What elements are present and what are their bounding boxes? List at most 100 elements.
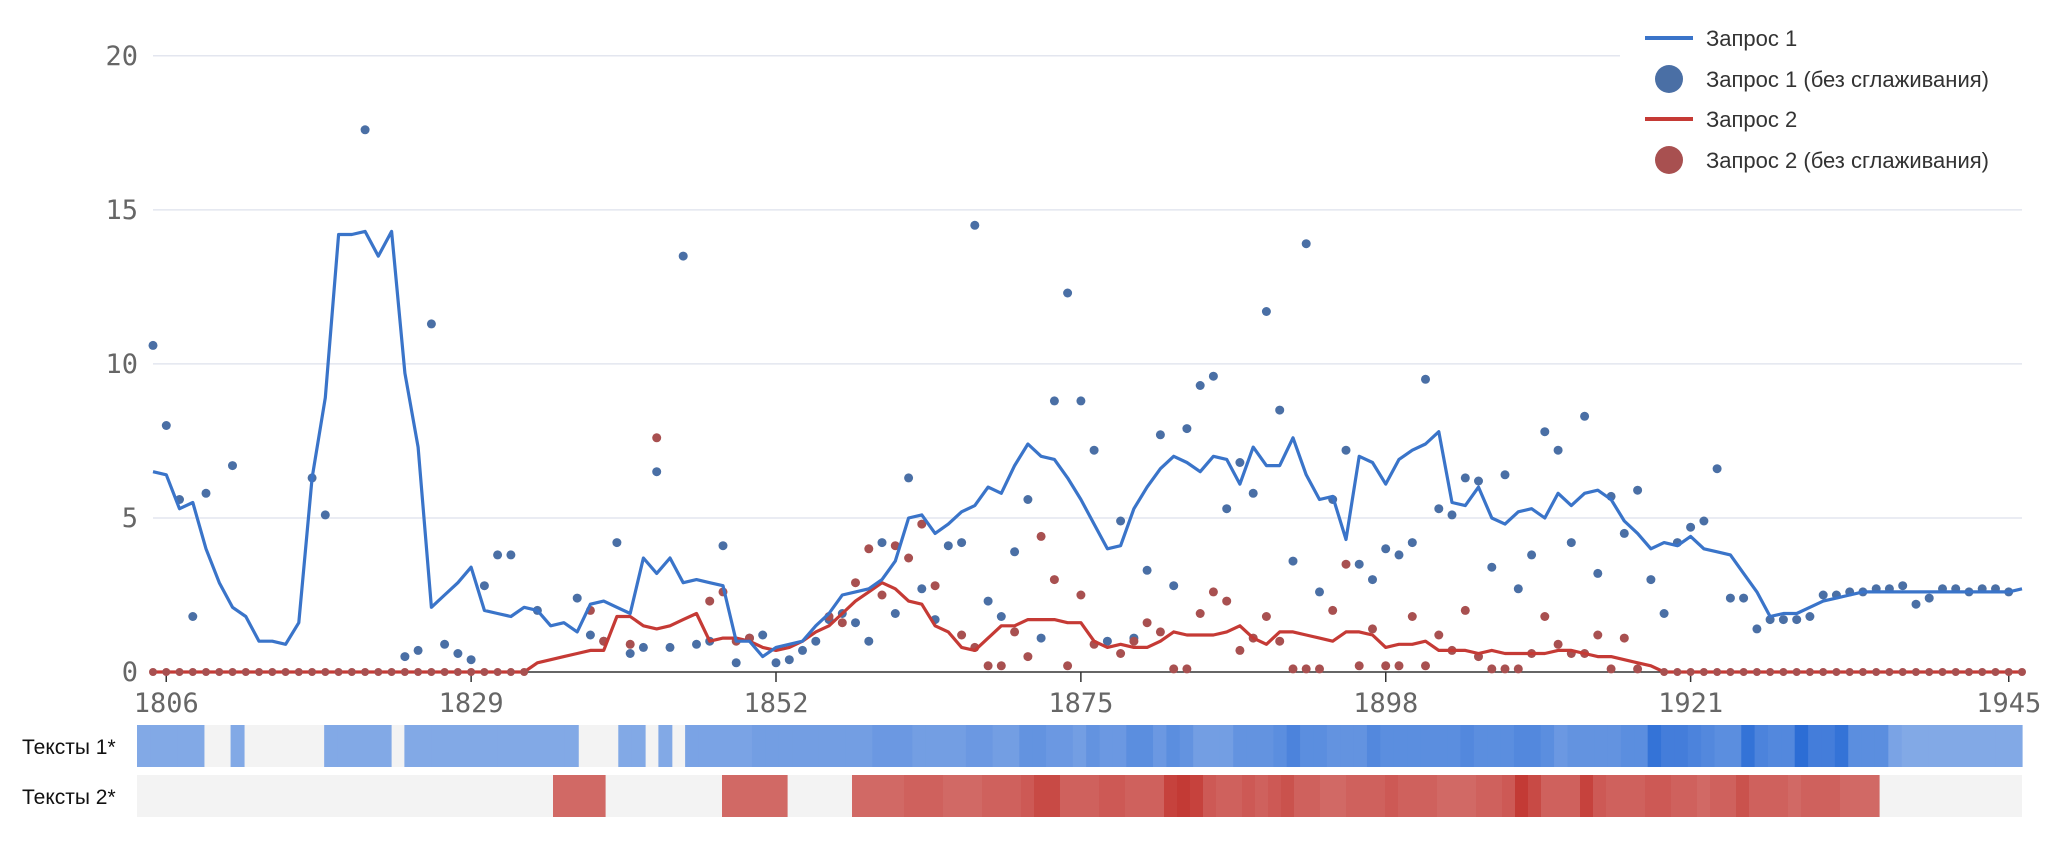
series-point-zapros-2-baseline [347, 668, 356, 676]
series-point-zapros-1 [1010, 547, 1020, 557]
strip-cell [658, 725, 673, 767]
strip-cell [1767, 725, 1782, 767]
strip-cell [1398, 775, 1412, 817]
series-point-zapros-2 [1301, 664, 1311, 674]
series-point-zapros-1 [1182, 424, 1192, 434]
series-point-zapros-2 [1023, 652, 1033, 662]
series-point-zapros-1 [811, 636, 821, 646]
series-point-zapros-1 [1421, 374, 1430, 384]
strip-cell [1827, 775, 1841, 817]
strip-cell [1177, 775, 1191, 817]
series-point-zapros-2-baseline [1739, 668, 1748, 676]
series-point-zapros-2 [864, 544, 874, 554]
series-point-zapros-2 [930, 581, 940, 591]
series-point-zapros-1 [1155, 430, 1165, 440]
series-point-zapros-2-baseline [308, 668, 317, 676]
strip-cell [190, 725, 205, 767]
series-point-zapros-1 [1487, 562, 1497, 572]
series-point-zapros-2 [1182, 664, 1192, 674]
legend-entry-1[interactable]: Запрос 1 [1645, 26, 1797, 51]
strip-cell [337, 725, 352, 767]
strip-cell [1727, 725, 1742, 767]
series-point-zapros-1 [1394, 550, 1404, 560]
series-point-zapros-2 [1169, 664, 1179, 674]
series-point-zapros-2-baseline [1964, 668, 1973, 676]
series-point-zapros-1 [1023, 495, 1033, 504]
strip-cell [774, 775, 788, 817]
strip-cell [1941, 725, 1956, 767]
series-point-zapros-1 [1686, 522, 1696, 532]
strip-cell [1294, 775, 1308, 817]
strip-cell [1848, 725, 1863, 767]
strip-cell [553, 775, 567, 817]
y-tick-label: 5 [122, 503, 138, 534]
series-point-zapros-1 [1354, 559, 1364, 569]
strip-cell [1424, 775, 1438, 817]
strip-cell [457, 725, 472, 767]
series-point-zapros-2-baseline [467, 668, 476, 676]
series-point-zapros-2-baseline [1819, 668, 1828, 676]
strip-cell [1794, 725, 1809, 767]
density-strips: Тексты 1* Тексты 2* [22, 725, 2023, 817]
strip-cell [377, 725, 392, 767]
series-point-zapros-2 [837, 618, 847, 628]
strip-cell [1697, 775, 1711, 817]
strip-cell [1619, 775, 1633, 817]
series-point-zapros-2-baseline [321, 668, 330, 676]
strip-cell [1645, 775, 1659, 817]
series-point-zapros-1 [957, 538, 967, 548]
series-point-zapros-2-baseline [1898, 668, 1907, 676]
strip-cell [899, 725, 913, 767]
strip-cell [1099, 725, 1114, 767]
legend-label-1: Запрос 1 [1706, 26, 1797, 51]
strip-cell [1203, 775, 1217, 817]
strip-cell [1206, 725, 1221, 767]
strip-cell [917, 775, 931, 817]
series-point-zapros-2-baseline [1673, 668, 1682, 676]
series-point-zapros-1 [479, 581, 489, 591]
strip-cell [965, 725, 980, 767]
series-point-zapros-1 [970, 220, 980, 230]
strip-cell [1385, 775, 1399, 817]
series-point-zapros-2 [1487, 664, 1497, 674]
strip-cell [1219, 725, 1234, 767]
strip-cell [1151, 775, 1165, 817]
series-point-zapros-2-baseline [241, 668, 250, 676]
strip-cell [1861, 725, 1876, 767]
series-point-zapros-1 [493, 550, 503, 560]
series-point-zapros-2 [1341, 559, 1351, 569]
series-point-zapros-2 [1129, 636, 1139, 646]
strip-cell [1340, 725, 1355, 767]
legend-label-4: Запрос 2 (без сглаживания) [1706, 148, 1989, 173]
legend-entry-2[interactable]: Запрос 1 (без сглаживания) [1655, 65, 1989, 93]
series-point-zapros-1 [1275, 405, 1285, 415]
legend-entry-4[interactable]: Запрос 2 (без сглаживания) [1655, 146, 1989, 174]
strip-cell [992, 725, 1007, 767]
series-point-zapros-2-baseline [1713, 668, 1722, 676]
strip-cell [1059, 725, 1074, 767]
strip-cell [1968, 725, 1983, 767]
strip-cell [1647, 725, 1662, 767]
strip-cell [1500, 725, 1515, 767]
strip-cell [1888, 725, 1903, 767]
strip-cell [1840, 775, 1854, 817]
series-point-zapros-1 [1580, 411, 1590, 421]
series-point-zapros-2 [957, 630, 967, 640]
series-point-zapros-1 [426, 319, 436, 329]
strip-cell [872, 725, 887, 767]
series-point-zapros-2 [1328, 605, 1338, 615]
series-point-zapros-1 [1725, 593, 1735, 603]
strip-cell [1853, 775, 1867, 817]
series-point-zapros-2 [904, 553, 914, 563]
strip-cell [1632, 775, 1646, 817]
series-point-zapros-1 [678, 251, 688, 261]
strip-cell [1754, 725, 1769, 767]
legend-entry-3[interactable]: Запрос 2 [1645, 107, 1797, 132]
series-point-zapros-2-baseline [188, 668, 197, 676]
series-point-zapros-2-baseline [1885, 668, 1894, 676]
strip-cell [566, 775, 580, 817]
series-point-zapros-1 [1381, 544, 1391, 554]
strip-cell [1346, 775, 1360, 817]
series-point-zapros-1 [1898, 581, 1908, 591]
strip-cell [738, 725, 753, 767]
